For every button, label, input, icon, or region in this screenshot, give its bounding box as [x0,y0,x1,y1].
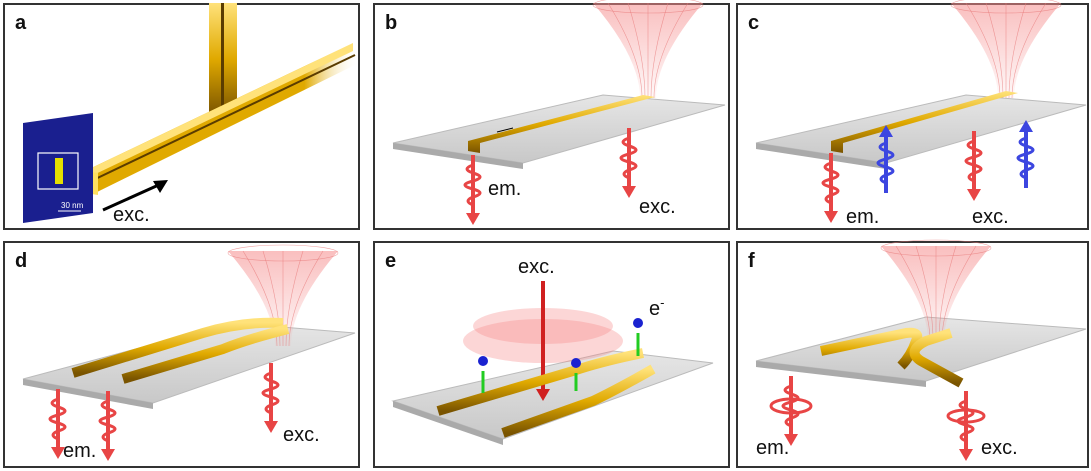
label-exc: exc. [518,256,555,278]
scale-label: 30 nm [61,201,84,210]
label-exc: exc. [639,196,676,218]
panel-f: f em. exc. [737,240,1088,467]
figure: a 30 nm exc. b em. exc. c em. exc. d em.… [0,0,1091,471]
panel-label: c [748,12,759,34]
label-em: em. [63,440,96,462]
label-exc: exc. [113,204,150,226]
panel-d: d em. exc. [4,242,359,467]
label-em: em. [756,437,789,459]
panel-a: a 30 nm exc. [4,3,359,229]
panel-label: b [385,12,397,34]
panel-label: e [385,250,396,272]
electron-charge: - [660,295,664,310]
label-em: em. [488,178,521,200]
panel-label: f [748,250,755,272]
electron-symbol: e [649,298,660,320]
label-exc: exc. [972,206,1009,228]
label-em: em. [846,206,879,228]
panel-label: d [15,250,27,272]
label-exc: exc. [981,437,1018,459]
panel-b: b em. exc. [374,0,729,229]
panel-c: c em. exc. [737,0,1088,229]
panel-e: e exc. e- [374,242,729,467]
label-exc: exc. [283,424,320,446]
panel-label: a [15,12,27,34]
